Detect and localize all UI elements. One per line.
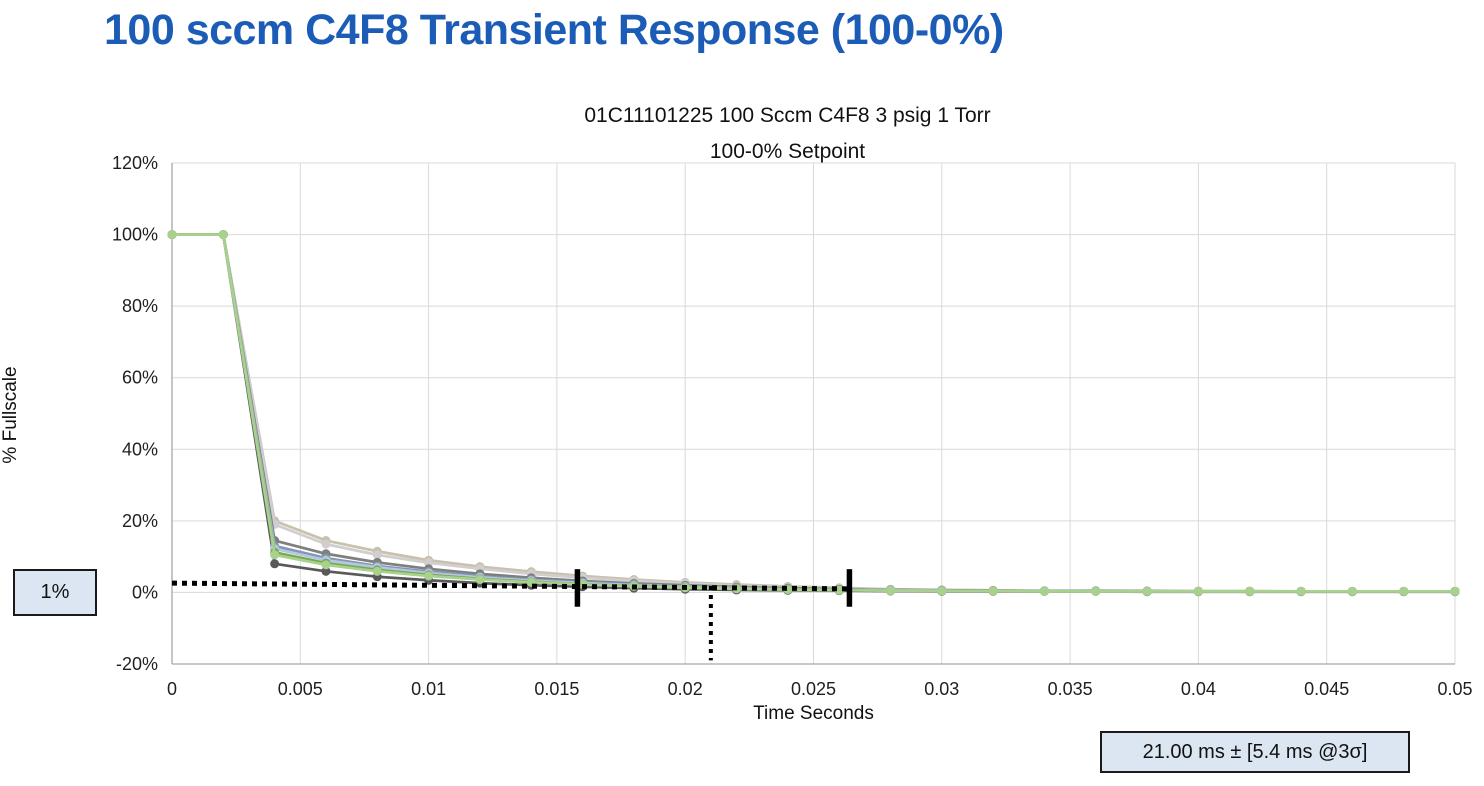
- settling-time-callout: 21.00 ms ± [5.4 ms @3σ]: [1100, 731, 1410, 773]
- x-tick-label: 0.03: [924, 679, 959, 699]
- x-tick-label: 0: [167, 679, 177, 699]
- y-tick-label: 80%: [122, 296, 158, 316]
- y-tick-label: -20%: [116, 654, 158, 674]
- threshold-callout: 1%: [13, 569, 97, 616]
- series-marker-run-8: [424, 571, 434, 581]
- series-marker-run-8: [988, 586, 998, 596]
- y-tick-label: 120%: [112, 153, 158, 173]
- page-title: 100 sccm C4F8 Transient Response (100-0%…: [104, 6, 1004, 54]
- y-axis-title: % Fullscale: [0, 366, 21, 464]
- series-marker-run-3: [270, 559, 280, 569]
- series-marker-run-8: [1039, 586, 1049, 596]
- series-marker-run-8: [1399, 586, 1409, 596]
- x-tick-label: 0.045: [1304, 679, 1349, 699]
- x-tick-label: 0.05: [1437, 679, 1472, 699]
- series-marker-run-8: [218, 230, 228, 240]
- chart-title-line2: 100-0% Setpoint: [709, 140, 866, 163]
- series-marker-run-8: [1245, 586, 1255, 596]
- series-marker-run-8: [1450, 586, 1460, 596]
- chart-title: 01C11101225 100 Sccm C4F8 3 psig 1 Torr …: [100, 98, 1475, 170]
- series-marker-run-8: [1193, 586, 1203, 596]
- y-tick-label: 100%: [112, 225, 158, 245]
- series-marker-run-8: [372, 566, 382, 576]
- y-tick-label: 20%: [122, 511, 158, 531]
- series-marker-run-3: [321, 566, 331, 576]
- x-tick-label: 0.025: [791, 679, 836, 699]
- x-tick-label: 0.01: [411, 679, 446, 699]
- x-tick-label: 0.02: [668, 679, 703, 699]
- x-tick-label: 0.04: [1181, 679, 1216, 699]
- threshold-dotted-line: [171, 580, 850, 592]
- series-marker-run-2: [321, 539, 331, 549]
- settling-time-label: 21.00 ms ± [5.4 ms @3σ]: [1142, 740, 1368, 763]
- y-tick-label: 0%: [132, 582, 158, 602]
- y-tick-label: 40%: [122, 439, 158, 459]
- series-marker-run-8: [1296, 586, 1306, 596]
- threshold-callout-label: 1%: [40, 581, 70, 603]
- series-marker-run-8: [885, 586, 895, 596]
- x-tick-label: 0.015: [534, 679, 579, 699]
- series-marker-run-8: [937, 586, 947, 596]
- series-marker-run-8: [270, 550, 280, 560]
- series-marker-run-8: [1347, 586, 1357, 596]
- series-marker-run-8: [475, 575, 485, 585]
- series-marker-run-8: [167, 230, 177, 240]
- series-marker-run-8: [1142, 586, 1152, 596]
- x-axis-title: Time Seconds: [753, 703, 874, 724]
- series-marker-run-8: [1091, 586, 1101, 596]
- series-marker-run-8: [321, 560, 331, 570]
- x-tick-label: 0.005: [278, 679, 323, 699]
- y-tick-label: 60%: [122, 368, 158, 388]
- chart-title-line1: 01C11101225 100 Sccm C4F8 3 psig 1 Torr: [584, 104, 991, 127]
- series-marker-run-2: [372, 550, 382, 560]
- x-tick-label: 0.035: [1048, 679, 1093, 699]
